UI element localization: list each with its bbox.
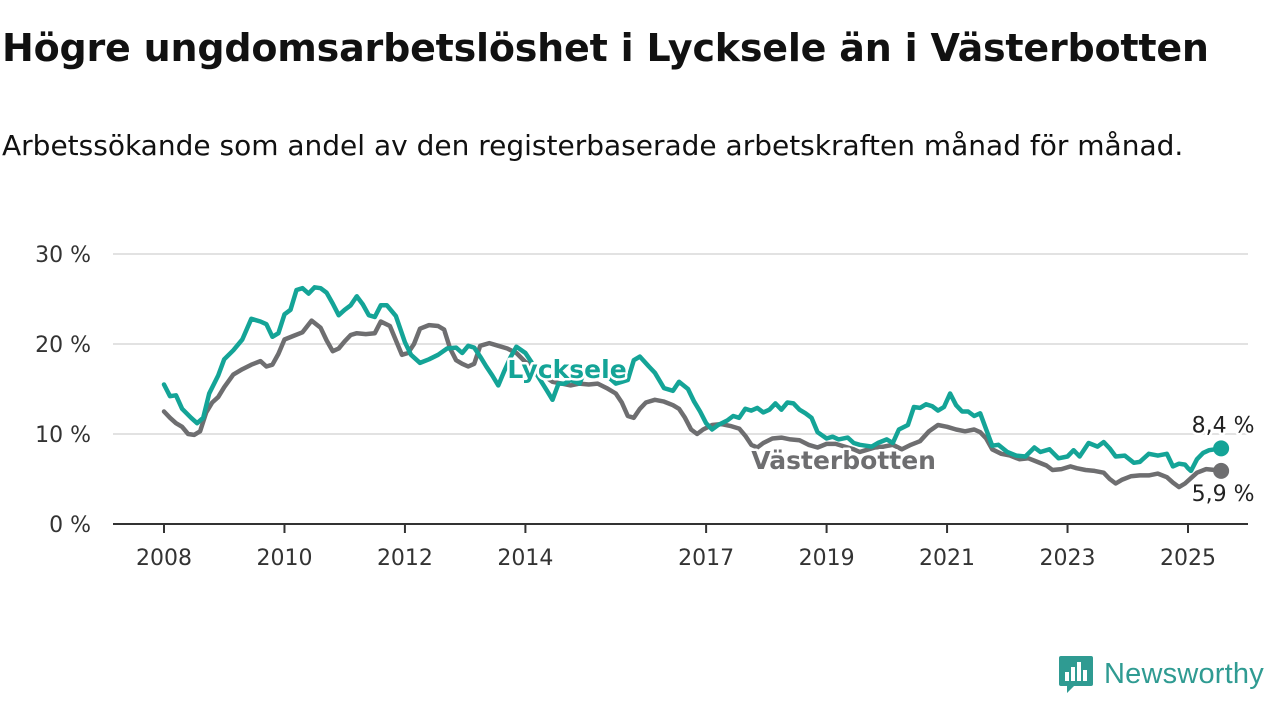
end-point-vasterbotten <box>1213 462 1230 479</box>
newsworthy-logo: Newsworthy <box>1058 654 1264 694</box>
series-lines <box>161 285 1230 490</box>
series-labels: Lycksele Västerbotten 8,4 % 5,9 % <box>505 353 1257 510</box>
x-tick-label: 2025 <box>1160 546 1216 571</box>
x-axis: 2008 2010 2012 2014 2017 2019 2021 2023 2025 <box>113 523 1248 571</box>
series-label-vasterbotten: Västerbotten <box>751 446 936 475</box>
y-tick-label: 30 % <box>35 243 91 268</box>
x-tick-label: 2014 <box>497 546 553 571</box>
series-line-lycksele <box>161 285 1224 474</box>
x-tick-label: 2012 <box>377 546 433 571</box>
x-tick-label: 2023 <box>1040 546 1096 571</box>
end-value-label-vasterbotten: 5,9 % <box>1192 482 1255 507</box>
series-label-lycksele: Lycksele <box>507 355 626 384</box>
end-value-label-lycksele: 8,4 % <box>1192 413 1255 438</box>
y-tick-label: 10 % <box>35 423 91 448</box>
end-point-lycksele <box>1213 440 1230 457</box>
newsworthy-logo-icon <box>1059 656 1093 693</box>
x-tick-label: 2010 <box>256 546 312 571</box>
x-tick-label: 2017 <box>678 546 734 571</box>
y-tick-label: 0 % <box>49 513 91 538</box>
series-line-vasterbotten <box>161 318 1224 490</box>
grid-lines <box>113 253 1248 435</box>
line-chart: 0 % 10 % 20 % 30 % 2008 2010 2012 2014 2017 2019… <box>35 243 1257 571</box>
y-axis: 0 % 10 % 20 % 30 % <box>35 243 91 538</box>
x-tick-label: 2008 <box>136 546 192 571</box>
page-title: Högre ungdomsarbetslöshet i Lycksele än … <box>2 26 1209 70</box>
x-tick-label: 2019 <box>799 546 855 571</box>
chart-subtitle: Arbetssökande som andel av den registerb… <box>2 129 1184 162</box>
y-tick-label: 20 % <box>35 333 91 358</box>
brand-name: Newsworthy <box>1104 657 1264 690</box>
x-tick-label: 2021 <box>919 546 975 571</box>
